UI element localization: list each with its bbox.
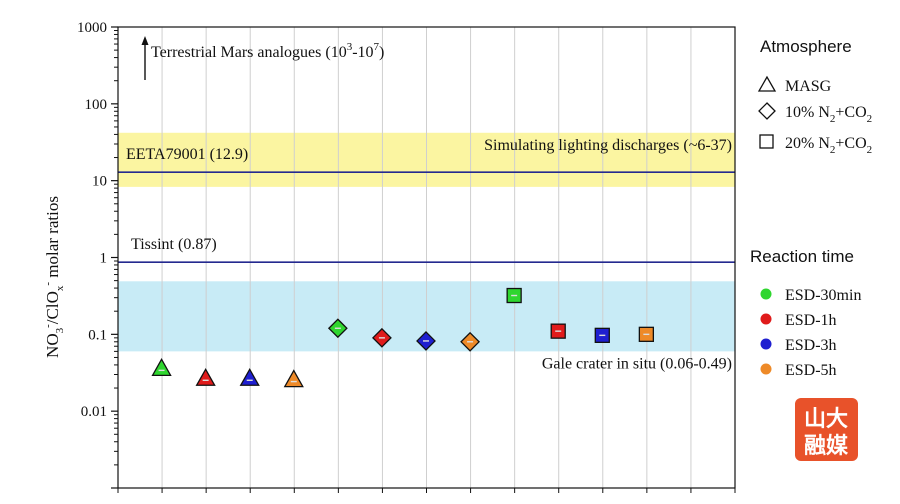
legend-dot-esd-3h [760, 338, 772, 350]
data-point-diamond-esd-5h [460, 331, 480, 352]
legend-time-label: ESD-1h [785, 312, 837, 329]
legend-dot-esd-30min [760, 288, 772, 300]
y-tick-label: 1 [100, 251, 108, 267]
y-tick-label: 1000 [77, 20, 107, 36]
legend-atm-label-20pct: 20% N2+CO2 [785, 135, 872, 156]
triangle-marker [151, 358, 172, 377]
data-point-triangle-esd-3h [239, 367, 260, 386]
terrestrial-annotation: Terrestrial Mars analogues (103-107) [141, 36, 384, 80]
legend-atmosphere-title: Atmosphere [760, 37, 852, 56]
x-axis-ticks [117, 488, 736, 493]
legend-time-label: ESD-30min [785, 287, 861, 304]
data-point-triangle-esd-5h [283, 369, 304, 388]
watermark-text-bottom: 融媒 [804, 433, 849, 458]
triangle-marker [195, 367, 216, 386]
y-tick-label: 10 [92, 174, 107, 190]
chart-labels: Simulating lighting discharges (~6-37) G… [42, 36, 732, 372]
legend-dot-esd-5h [760, 363, 772, 375]
legend-triangle-icon [757, 75, 777, 92]
data-point-square-esd-3h [594, 327, 610, 343]
legend-time-label: ESD-3h [785, 337, 837, 354]
arrow-head-icon [141, 36, 149, 45]
data-point-square-esd-5h [638, 326, 655, 342]
legend-atmosphere: Atmosphere MASG 10% N2+CO2 20% N2+CO2 [757, 37, 872, 156]
band-label-lightning: Simulating lighting discharges (~6-37) [484, 137, 732, 154]
legend-atm-label-10pct: 10% N2+CO2 [785, 104, 872, 125]
watermark-background [795, 398, 858, 461]
band-label-gale: Gale crater in situ (0.06-0.49) [542, 355, 732, 372]
watermark-logo: 山大 融媒 [795, 398, 858, 461]
triangle-marker [239, 367, 260, 386]
y-axis-label: NO3-/ClOx- molar ratios [42, 196, 66, 358]
watermark-text-top: 山大 [804, 406, 848, 431]
legend-time-label: ESD-5h [785, 362, 837, 379]
y-tick-label: 0.01 [81, 404, 107, 420]
legend-time-title: Reaction time [750, 247, 854, 266]
ref-label-eeta79001: EETA79001 (12.9) [126, 146, 248, 163]
y-tick-label: 100 [85, 97, 108, 113]
data-points [151, 287, 655, 388]
triangle-marker [283, 369, 304, 388]
legend-reaction-time: Reaction time ESD-30min ESD-1h ESD-3h ESD-5… [750, 247, 861, 379]
data-point-square-esd-30min [506, 287, 522, 304]
y-axis: 1000 100 10 1 0.1 0.01 [77, 20, 118, 489]
y-tick-label: 0.1 [88, 327, 107, 343]
ref-label-tissint: Tissint (0.87) [131, 236, 217, 253]
data-point-diamond-esd-1h [372, 327, 392, 348]
legend-atm-label-masg: MASG [785, 78, 832, 95]
reference-lines [118, 171, 735, 263]
data-point-diamond-esd-3h [416, 331, 436, 351]
terrestrial-annotation-text: Terrestrial Mars analogues (103-107) [151, 41, 384, 61]
gridlines [161, 27, 692, 488]
legend-square-icon [759, 134, 774, 149]
data-point-diamond-esd-30min [327, 318, 348, 339]
data-point-square-esd-1h [550, 323, 566, 339]
data-point-triangle-esd-30min [151, 358, 172, 377]
legend-dot-esd-1h [760, 313, 772, 325]
data-point-triangle-esd-1h [195, 367, 216, 386]
legend-diamond-icon [758, 102, 776, 120]
